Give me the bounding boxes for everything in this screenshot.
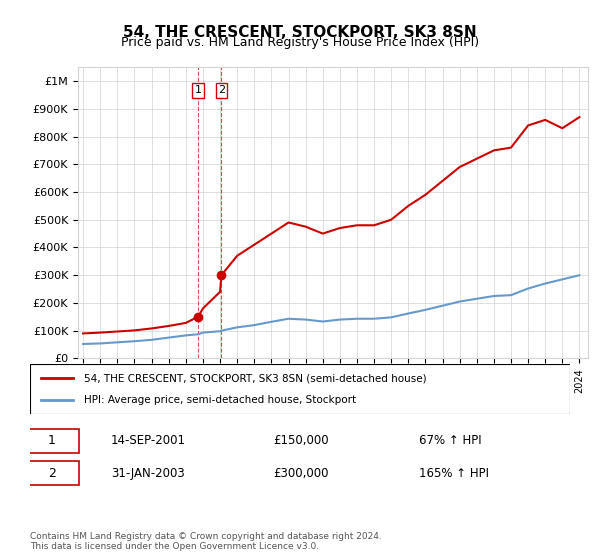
Text: 2: 2 <box>47 466 56 479</box>
Text: 14-SEP-2001: 14-SEP-2001 <box>111 435 186 447</box>
FancyBboxPatch shape <box>25 461 79 486</box>
Text: 1: 1 <box>194 86 202 96</box>
Text: 54, THE CRESCENT, STOCKPORT, SK3 8SN: 54, THE CRESCENT, STOCKPORT, SK3 8SN <box>123 25 477 40</box>
Text: Contains HM Land Registry data © Crown copyright and database right 2024.
This d: Contains HM Land Registry data © Crown c… <box>30 532 382 552</box>
FancyBboxPatch shape <box>30 364 570 414</box>
Text: 67% ↑ HPI: 67% ↑ HPI <box>419 435 481 447</box>
Text: 1: 1 <box>47 435 56 447</box>
Text: 54, THE CRESCENT, STOCKPORT, SK3 8SN (semi-detached house): 54, THE CRESCENT, STOCKPORT, SK3 8SN (se… <box>84 373 427 383</box>
Text: HPI: Average price, semi-detached house, Stockport: HPI: Average price, semi-detached house,… <box>84 395 356 405</box>
Text: Price paid vs. HM Land Registry's House Price Index (HPI): Price paid vs. HM Land Registry's House … <box>121 36 479 49</box>
Text: 31-JAN-2003: 31-JAN-2003 <box>111 466 185 479</box>
Text: £300,000: £300,000 <box>273 466 329 479</box>
Text: 165% ↑ HPI: 165% ↑ HPI <box>419 466 489 479</box>
Text: 2: 2 <box>218 86 225 96</box>
Text: £150,000: £150,000 <box>273 435 329 447</box>
FancyBboxPatch shape <box>25 429 79 453</box>
